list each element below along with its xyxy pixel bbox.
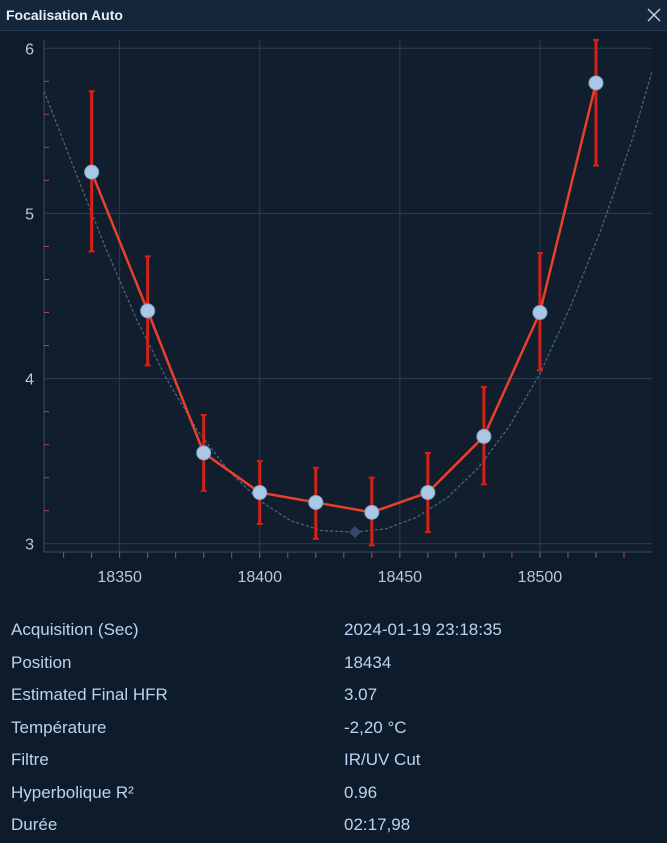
data-point: [588, 75, 604, 91]
info-row-filter: Filtre IR/UV Cut: [0, 744, 667, 777]
title-bar: Focalisation Auto: [0, 0, 667, 31]
autofocus-chart: 18350 18400 18450 18500 3 4 5 6: [0, 30, 667, 610]
window-title: Focalisation Auto: [6, 7, 123, 23]
info-label: Estimated Final HFR: [11, 685, 168, 704]
chart-svg: 18350 18400 18450 18500 3 4 5 6: [25, 39, 652, 586]
info-value: -2,20 °C: [344, 717, 407, 737]
info-value: 0.96: [344, 782, 378, 802]
info-label: Température: [11, 717, 107, 737]
y-tick-label: 6: [25, 41, 34, 58]
plot-area: [44, 40, 652, 552]
info-label: Acquisition (Sec): [11, 620, 139, 639]
fit-curve: [44, 71, 652, 533]
y-tick-label: 3: [25, 537, 34, 554]
data-point: [84, 164, 100, 180]
info-value: 18434: [344, 652, 392, 672]
info-row-temperature: Température -2,20 °C: [0, 712, 667, 745]
info-value: 3.07: [344, 685, 378, 704]
data-point: [308, 494, 324, 510]
info-value: IR/UV Cut: [344, 750, 421, 769]
info-row-acquisition: Acquisition (Sec) 2024-01-19 23:18:35: [0, 614, 667, 647]
y-tick-label: 4: [25, 372, 34, 389]
data-point: [532, 305, 548, 321]
info-row-r2: Hyperbolique R² 0.96: [0, 777, 667, 810]
x-tick-label: 18350: [97, 569, 142, 586]
data-point: [140, 303, 156, 319]
info-row-hfr: Estimated Final HFR 3.07: [0, 679, 667, 712]
info-value: 02:17,98: [344, 815, 411, 834]
data-point: [196, 445, 212, 461]
info-label: Hyperbolique R²: [11, 782, 134, 802]
data-point: [476, 428, 492, 444]
data-point: [420, 485, 436, 501]
info-table: Acquisition (Sec) 2024-01-19 23:18:35 Po…: [0, 614, 667, 842]
minimum-marker: [349, 526, 362, 539]
close-icon: [647, 8, 661, 22]
data-point: [364, 504, 380, 520]
info-label: Position: [11, 652, 72, 672]
data-point: [252, 485, 268, 501]
info-row-duration: Durée 02:17,98: [0, 809, 667, 842]
x-tick-label: 18400: [237, 569, 282, 586]
series-line: [90, 82, 598, 514]
info-value: 2024-01-19 23:18:35: [344, 620, 502, 639]
info-row-position: Position 18434: [0, 647, 667, 680]
x-tick-label: 18500: [518, 569, 563, 586]
info-label: Durée: [11, 815, 58, 834]
close-button[interactable]: [641, 2, 667, 28]
x-tick-label: 18450: [378, 569, 423, 586]
y-tick-label: 5: [25, 206, 34, 223]
info-label: Filtre: [11, 750, 49, 769]
